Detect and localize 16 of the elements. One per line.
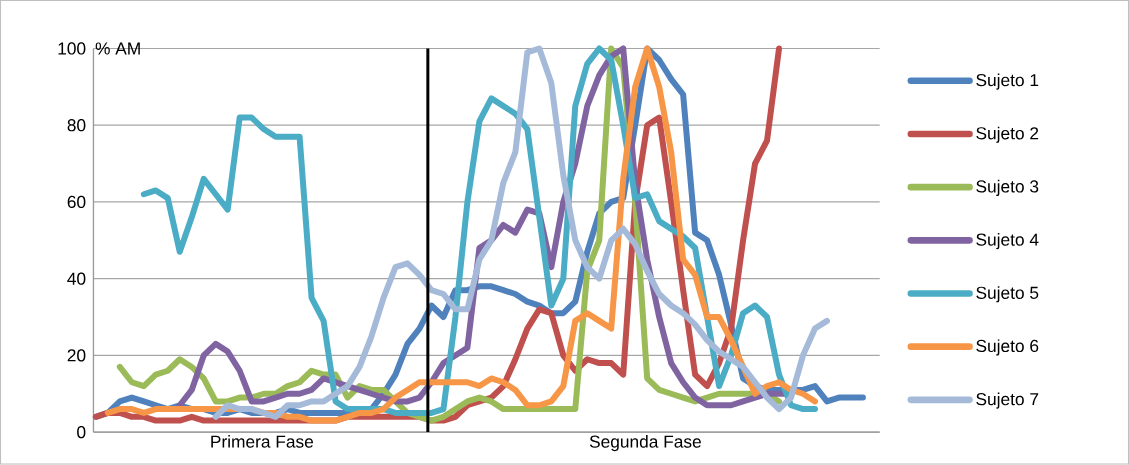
legend-label: Sujeto 3 [976, 180, 1039, 197]
legend-label: Sujeto 7 [976, 392, 1039, 409]
text: Segunda Fase [589, 435, 701, 452]
y-tick-label: 20 [67, 349, 86, 362]
y-axis-title: % AM [95, 42, 140, 55]
y-tick-label: 100 [58, 42, 86, 55]
text: Primera Fase [211, 435, 314, 448]
legend-label: Sujeto 2 [976, 126, 1039, 144]
legend-label: Sujeto 6 [976, 339, 1039, 356]
y-tick-label: 60 [67, 195, 86, 209]
legend-label: Sujeto 4 [976, 233, 1039, 250]
y-tick-label: 0 [77, 426, 86, 439]
y-tick-label: 80 [67, 119, 86, 132]
legend-label: Sujeto 5 [976, 286, 1039, 303]
y-tick-label: 40 [67, 272, 86, 285]
legend-label: Sujeto 1 [976, 73, 1039, 90]
